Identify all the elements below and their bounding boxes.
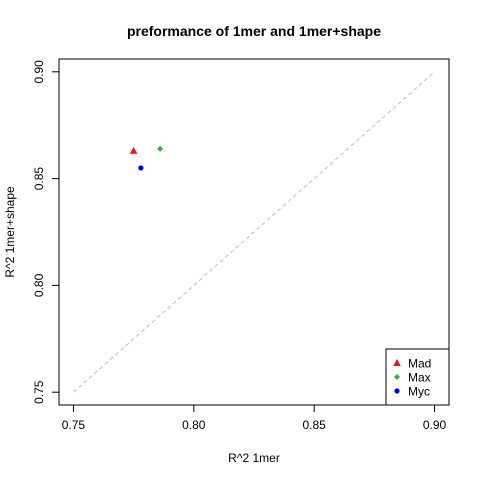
legend-marker-myc	[394, 388, 400, 394]
data-point-max	[157, 145, 164, 152]
x-tick-label: 0.85	[303, 418, 327, 432]
legend-marker-max	[394, 374, 400, 380]
x-tick-label: 0.75	[62, 418, 86, 432]
x-axis: 0.75 0.80 0.85 0.90	[62, 404, 447, 432]
y-tick-label: 0.90	[32, 60, 46, 84]
data-point-myc	[138, 165, 144, 171]
y-axis-label: R^2 1mer+shape	[3, 186, 17, 278]
legend-label-mad: Mad	[408, 357, 431, 371]
data-point-mad	[129, 146, 138, 154]
x-tick-label: 0.90	[423, 418, 447, 432]
identity-reference-line	[73, 71, 435, 393]
legend-label-max: Max	[408, 371, 431, 385]
legend-marker-mad	[393, 359, 401, 366]
x-tick-label: 0.80	[182, 418, 206, 432]
chart-title: preformance of 1mer and 1mer+shape	[127, 23, 381, 39]
y-tick-label: 0.85	[32, 167, 46, 191]
data-points	[129, 145, 164, 171]
y-tick-label: 0.80	[32, 273, 46, 297]
legend-label-myc: Myc	[408, 385, 430, 399]
y-tick-label: 0.75	[32, 380, 46, 404]
y-axis: 0.75 0.80 0.85 0.90	[32, 60, 60, 404]
x-axis-label: R^2 1mer	[228, 451, 280, 465]
